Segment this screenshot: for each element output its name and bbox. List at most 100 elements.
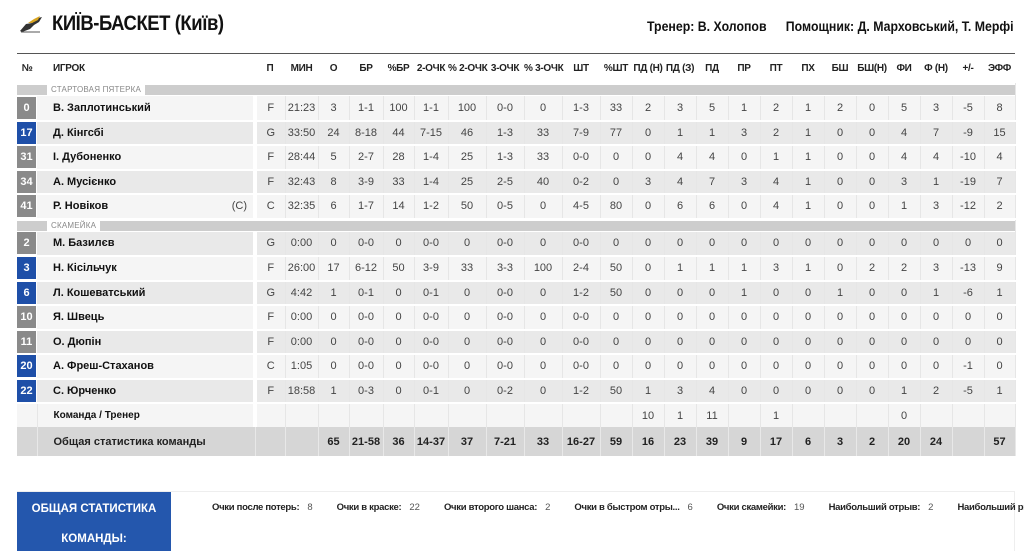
stat-blk-a: 0 [856, 305, 889, 331]
column-header[interactable]: ПД (Н) [633, 62, 663, 74]
stat-reb: 1 [696, 256, 729, 282]
player-row[interactable]: 20 А. Фреш-Стаханов C 1:05 0 0-0 0 0-0 0 0-0 0 0-0 0… [17, 354, 1016, 380]
stat-fg: 6-12 [349, 256, 384, 282]
stat-p2-pct: 100 [448, 96, 487, 122]
player-row[interactable]: 34 А. Мусієнко F 32:43 8 3-9 33 1-4 25 2-5 40 0-2 0 3… [17, 169, 1016, 195]
player-name-text[interactable]: Я. Швець [53, 311, 105, 324]
player-name[interactable]: Команда / Тренер [37, 403, 257, 427]
column-header[interactable]: % 3-ОЧК [524, 62, 564, 74]
player-name[interactable]: Общая статистика команды [37, 427, 256, 456]
player-name-text[interactable]: В. Заплотинський [53, 101, 151, 114]
player-name-text[interactable]: І. Дубоненко [53, 151, 122, 164]
column-header[interactable]: БШ(Н) [857, 62, 887, 74]
column-header[interactable]: П [266, 62, 274, 74]
stat-fg-pct: 50 [383, 256, 415, 282]
player-name[interactable]: Р. Новіков (C) [37, 194, 257, 220]
player-name[interactable]: М. Базилєв [37, 231, 257, 257]
stat-pos [255, 403, 286, 427]
player-row[interactable]: 11 О. Дюпін F 0:00 0 0-0 0 0-0 0 0-0 0 0-0 0 0 0 0 0 0 0 0 0… [17, 329, 1016, 355]
stat-reb: 6 [696, 194, 729, 220]
stat-min: 33:50 [285, 120, 319, 146]
column-header[interactable]: ИГРОК [53, 62, 85, 74]
stat-reb-o: 0 [632, 194, 665, 220]
stat-p2-pct: 25 [448, 169, 487, 195]
player-row[interactable]: 17 Д. Кінгсбі G 33:50 24 8-18 44 7-15 46 1-3 33 7-9… [17, 120, 1016, 146]
column-header[interactable]: № [21, 62, 33, 74]
column-header[interactable]: БШ [831, 62, 849, 74]
column-header[interactable]: ПР [737, 62, 751, 74]
player-row[interactable]: 41 Р. Новіков (C) C 32:35 6 1-7 14 1-2 50 0-5 0 4-5 8… [17, 194, 1016, 220]
column-header[interactable]: 3-ОЧК [490, 62, 520, 74]
player-row[interactable]: 22 С. Юрченко F 18:58 1 0-3 0 0-1 0 0-2 0 1-2 50 1 3 4 0… [17, 378, 1016, 404]
player-name[interactable]: Д. Кінгсбі [37, 120, 257, 146]
player-name-text[interactable]: Д. Кінгсбі [53, 126, 104, 139]
player-name-text[interactable]: М. Базилєв [53, 237, 115, 250]
stat-fg: 0-0 [349, 231, 384, 257]
summary-items: Очки после потерь: 8 Очки в краске: 22 Очки … [212, 502, 1024, 513]
player-name-text[interactable]: Л. Кошеватський [53, 286, 146, 299]
player-name-text[interactable]: Общая статистика команды [53, 435, 206, 448]
player-name-text[interactable]: О. Дюпін [53, 335, 102, 348]
player-row[interactable]: 10 Я. Швець F 0:00 0 0-0 0 0-0 0 0-0 0 0-0 0 0 0 0 0 0 0 0 0… [17, 305, 1016, 331]
column-header[interactable]: ШТ [573, 62, 589, 74]
stat-eff: 0 [984, 305, 1016, 331]
table-row[interactable]: Общая статистика команды 65 21-58 36 14-37 37… [17, 427, 1016, 456]
column-header[interactable]: ПД [705, 62, 719, 74]
column-header[interactable]: ЭФФ [987, 62, 1012, 74]
stat-pm: -19 [952, 169, 985, 195]
column-header[interactable]: ПТ [769, 62, 783, 74]
column-header[interactable]: +/- [962, 62, 974, 74]
stat-ast: 0 [728, 231, 761, 257]
player-name[interactable]: О. Дюпін [37, 329, 257, 355]
column-header[interactable]: ФИ [896, 62, 912, 74]
player-name-text[interactable]: Н. Кісільчук [53, 262, 117, 275]
stat-p3-pct: 0 [524, 96, 563, 122]
column-header[interactable]: 2-ОЧК [416, 62, 446, 74]
player-name[interactable]: І. Дубоненко [37, 145, 257, 171]
player-name[interactable]: Я. Швець [37, 305, 257, 331]
player-name-text[interactable]: А. Фреш-Стаханов [53, 360, 154, 373]
player-name[interactable]: В. Заплотинський [37, 96, 257, 122]
stat-tov: 0 [760, 280, 793, 306]
stat-stl: 1 [792, 256, 825, 282]
stat-stl: 1 [792, 96, 825, 122]
stat-ft-pct [600, 403, 633, 427]
player-name-text[interactable]: С. Юрченко [53, 384, 117, 397]
column-header[interactable]: О [329, 62, 338, 74]
player-name-text[interactable]: А. Мусієнко [53, 175, 117, 188]
column-header[interactable]: Ф (Н) [924, 62, 948, 74]
player-name-text[interactable]: Команда / Тренер [53, 410, 140, 421]
column-header[interactable]: БР [359, 62, 373, 74]
player-row[interactable]: 3 Н. Кісільчук F 26:00 17 6-12 50 3-9 33 3-3 100 2-… [17, 256, 1016, 282]
column-header[interactable]: ПХ [801, 62, 815, 74]
player-name[interactable]: А. Фреш-Стаханов [37, 354, 257, 380]
player-name-text[interactable]: Р. Новіков [53, 200, 109, 213]
stat-p2-pct: 25 [448, 145, 487, 171]
player-row[interactable]: 2 М. Базилєв G 0:00 0 0-0 0 0-0 0 0-0 0 0-0 0 0 0 0 0 0 0 0… [17, 231, 1016, 257]
summary-item-value: 6 [687, 502, 693, 513]
stat-tov: 1 [760, 403, 793, 427]
player-row[interactable]: 6 Л. Кошеватський G 4:42 1 0-1 0 0-1 0 0-0 0 1-2 50 0… [17, 280, 1016, 306]
player-name[interactable]: А. Мусієнко [37, 169, 257, 195]
stat-pm: -6 [952, 280, 985, 306]
stat-fg: 1-1 [349, 96, 384, 122]
player-name[interactable]: Н. Кісільчук [37, 256, 257, 282]
player-row[interactable]: 0 В. Заплотинський F 21:23 3 1-1 100 1-1 100 0-0 0… [17, 96, 1016, 122]
stat-pts: 0 [318, 305, 350, 331]
column-header[interactable]: ПД (З) [665, 62, 695, 74]
stat-blk: 0 [824, 169, 857, 195]
summary-item-value: 2 [928, 502, 934, 513]
table-row[interactable]: Команда / Тренер 10 1 11 1 0 [17, 403, 1016, 427]
player-name[interactable]: Л. Кошеватський [37, 280, 257, 306]
stat-pf-d: 0 [920, 329, 953, 355]
player-row[interactable]: 31 І. Дубоненко F 28:44 5 2-7 28 1-4 25 1-3 33 0-0 0… [17, 145, 1016, 171]
player-name[interactable]: С. Юрченко [37, 378, 257, 404]
stat-min: 18:58 [285, 378, 319, 404]
stat-pts: 0 [318, 231, 350, 257]
column-header[interactable]: %БР [387, 62, 410, 74]
column-header[interactable]: % 2-ОЧК [448, 62, 488, 74]
column-header[interactable]: МИН [290, 62, 313, 74]
stat-reb: 7 [696, 169, 729, 195]
stat-reb-o: 0 [632, 305, 665, 331]
column-header[interactable]: %ШТ [603, 62, 629, 74]
